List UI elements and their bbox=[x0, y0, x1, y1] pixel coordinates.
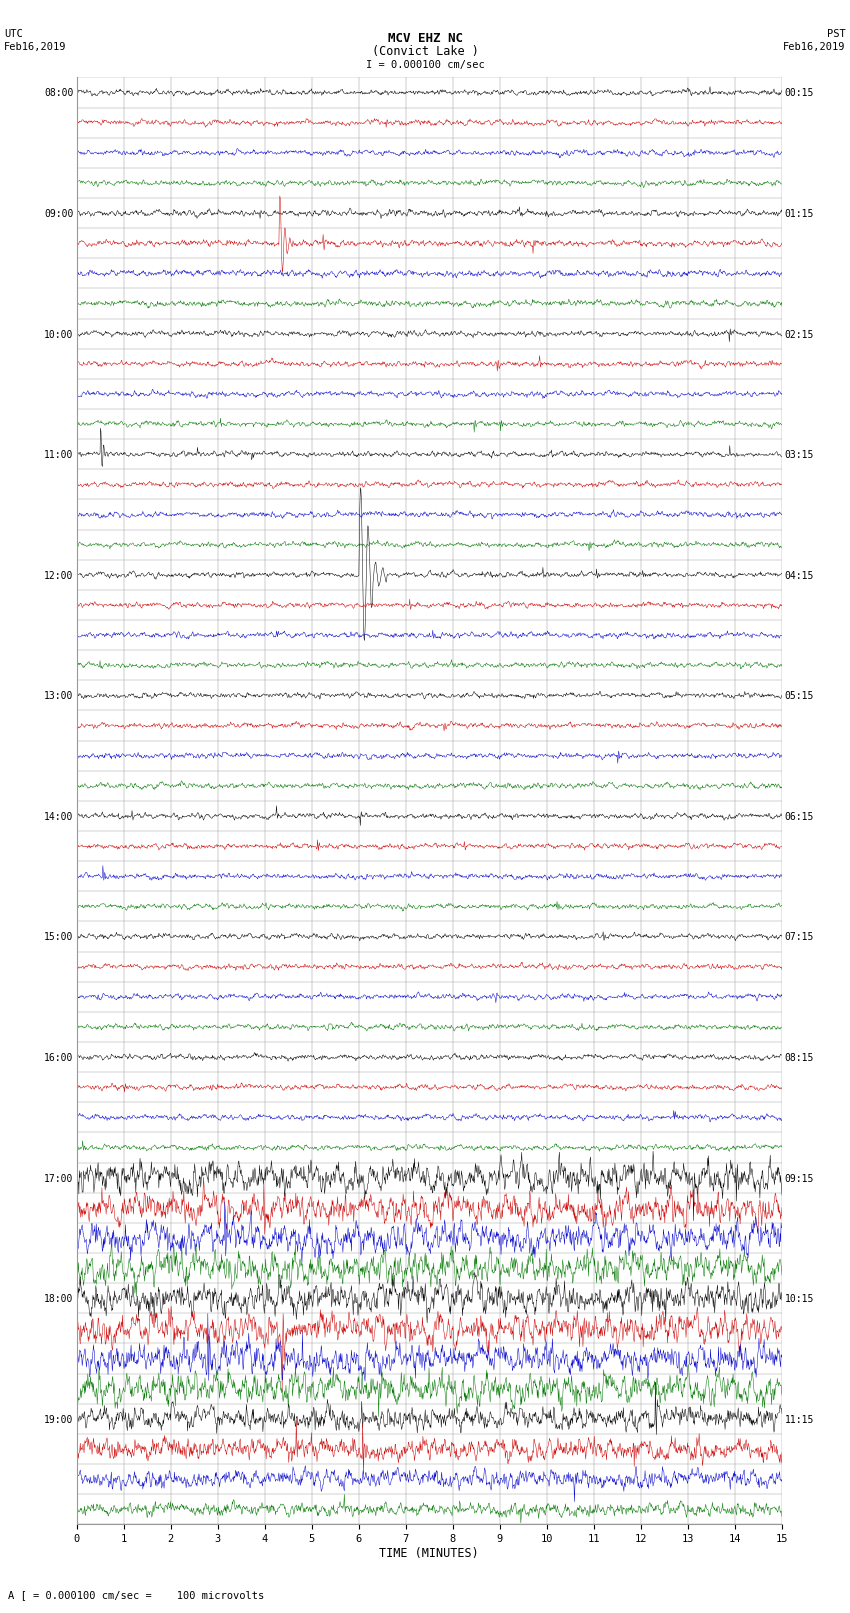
X-axis label: TIME (MINUTES): TIME (MINUTES) bbox=[379, 1547, 479, 1560]
Text: Feb16,2019: Feb16,2019 bbox=[783, 42, 846, 52]
Text: A [ = 0.000100 cm/sec =    100 microvolts: A [ = 0.000100 cm/sec = 100 microvolts bbox=[8, 1590, 264, 1600]
Text: MCV EHZ NC: MCV EHZ NC bbox=[388, 32, 462, 45]
Text: Feb16,2019: Feb16,2019 bbox=[4, 42, 67, 52]
Text: UTC: UTC bbox=[4, 29, 23, 39]
Text: PST: PST bbox=[827, 29, 846, 39]
Text: I = 0.000100 cm/sec: I = 0.000100 cm/sec bbox=[366, 60, 484, 69]
Text: (Convict Lake ): (Convict Lake ) bbox=[371, 45, 479, 58]
